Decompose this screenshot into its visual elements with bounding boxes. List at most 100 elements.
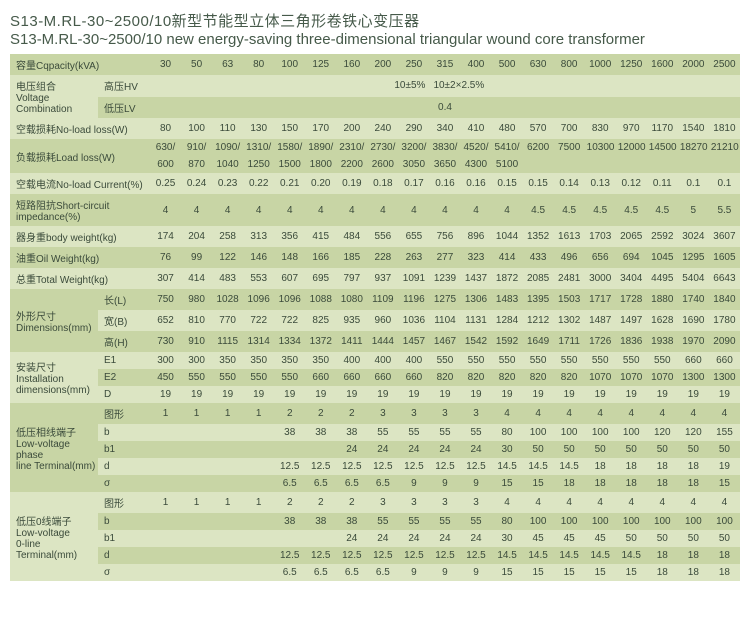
cell: 3 xyxy=(398,492,429,513)
cell: 350 xyxy=(274,352,305,369)
cell: 18 xyxy=(709,547,740,564)
data-row: d12.512.512.512.512.512.512.514.514.514.… xyxy=(10,458,740,475)
cell: 19 xyxy=(460,386,491,403)
cell: 19 xyxy=(709,458,740,475)
cell: 45 xyxy=(585,530,616,547)
cell: 307 xyxy=(150,268,181,289)
cell: 18 xyxy=(647,564,678,581)
cell: 820 xyxy=(523,369,554,386)
cell: 4 xyxy=(616,492,647,513)
cell xyxy=(181,424,212,441)
cell: 1300 xyxy=(709,369,740,386)
cell: 9 xyxy=(429,475,460,492)
cell: 55 xyxy=(367,513,398,530)
cell: 730 xyxy=(150,331,181,352)
cell: 18 xyxy=(678,458,709,475)
cell: 1580/ xyxy=(274,139,305,156)
cell xyxy=(243,564,274,581)
cell: 24 xyxy=(429,441,460,458)
cell: 12000 xyxy=(616,139,647,156)
cell: 4 xyxy=(647,403,678,424)
cell: 1 xyxy=(150,403,181,424)
cell: 9 xyxy=(398,564,429,581)
cell: 204 xyxy=(181,226,212,247)
cell: 45 xyxy=(523,530,554,547)
data-row: 外形尺寸Dimensions(mm)长(L)750980102810961096… xyxy=(10,289,740,310)
cell: 1170 xyxy=(647,118,678,139)
cell: 1096 xyxy=(243,289,274,310)
cell: 100 xyxy=(523,513,554,530)
cell: 24 xyxy=(336,530,367,547)
cell: 4 xyxy=(150,194,181,226)
cell: 1395 xyxy=(523,289,554,310)
cell: 0.25 xyxy=(150,173,181,194)
cell: 4.5 xyxy=(647,194,678,226)
cell: 722 xyxy=(243,310,274,331)
cell xyxy=(181,564,212,581)
cell: 3 xyxy=(367,492,398,513)
cell xyxy=(305,530,336,547)
cell: 315 xyxy=(429,54,460,75)
data-row: σ6.56.56.56.59991515151515181818 xyxy=(10,564,740,581)
data-row: 总重Total Weight(kg)3074144835536076957979… xyxy=(10,268,740,289)
cell: 1717 xyxy=(585,289,616,310)
cell: 100 xyxy=(616,513,647,530)
cell: 820 xyxy=(492,369,523,386)
cell xyxy=(212,547,243,564)
data-row: 低压相线端子Low-voltage phaseline Terminal(mm)… xyxy=(10,403,740,424)
cell: 1728 xyxy=(616,289,647,310)
cell: 9 xyxy=(429,564,460,581)
cell: 400 xyxy=(460,54,491,75)
cell: 496 xyxy=(554,247,585,268)
cell: 50 xyxy=(616,441,647,458)
cell: 4 xyxy=(212,194,243,226)
cell: 2200 xyxy=(336,156,367,173)
cell: 1872 xyxy=(492,268,523,289)
cell: 0.14 xyxy=(554,173,585,194)
cell: 14.5 xyxy=(616,547,647,564)
cell: 50 xyxy=(554,441,585,458)
cell: 2730/ xyxy=(367,139,398,156)
cell: 100 xyxy=(678,513,709,530)
cell: 0.19 xyxy=(336,173,367,194)
cell: 2000 xyxy=(678,54,709,75)
data-row: E245055055055055066066066066082082082082… xyxy=(10,369,740,386)
cell: 170 xyxy=(305,118,336,139)
cell: 38 xyxy=(274,513,305,530)
cell: 820 xyxy=(554,369,585,386)
cell: 660 xyxy=(398,369,429,386)
cell: 4 xyxy=(336,194,367,226)
cell: 770 xyxy=(212,310,243,331)
cell: 1600 xyxy=(647,54,678,75)
cell: 1483 xyxy=(492,289,523,310)
cell: 4520/ xyxy=(460,139,491,156)
cell: 14.5 xyxy=(492,547,523,564)
cell: 400 xyxy=(367,352,398,369)
cell: 9 xyxy=(460,564,491,581)
cell: 550 xyxy=(616,352,647,369)
cell: 4.5 xyxy=(523,194,554,226)
cell: 19 xyxy=(709,386,740,403)
cell: 695 xyxy=(305,268,336,289)
row-label: 空载电流No-load Current(%) xyxy=(10,173,150,194)
cell: 1306 xyxy=(460,289,491,310)
cell: 19 xyxy=(492,386,523,403)
cell xyxy=(585,156,616,173)
cell: 1740 xyxy=(678,289,709,310)
cell: 4.5 xyxy=(616,194,647,226)
data-row: b3838385555555580100100100100100100100 xyxy=(10,513,740,530)
data-row: 负载损耗Load loss(W)630/910/1090/1310/1580/1… xyxy=(10,139,740,156)
cell: 3650 xyxy=(429,156,460,173)
cell: 356 xyxy=(274,226,305,247)
cell: 0.12 xyxy=(616,173,647,194)
cell: 18 xyxy=(616,475,647,492)
cell: 570 xyxy=(523,118,554,139)
cell: 0.18 xyxy=(367,173,398,194)
row-sublabel: 图形 xyxy=(98,403,150,424)
cell: 1196 xyxy=(398,289,429,310)
cell: 1090/ xyxy=(212,139,243,156)
cell: 1070 xyxy=(647,369,678,386)
cell: 6.5 xyxy=(367,564,398,581)
cell: 1212 xyxy=(523,310,554,331)
cell: 6.5 xyxy=(305,475,336,492)
